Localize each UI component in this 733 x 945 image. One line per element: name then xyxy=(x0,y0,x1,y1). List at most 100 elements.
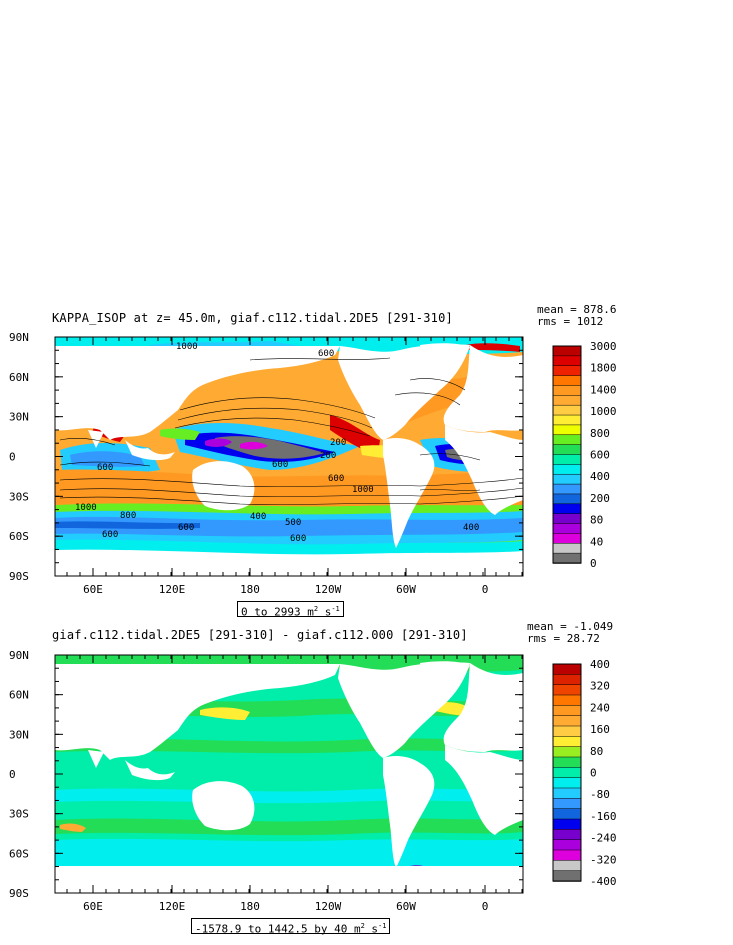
lat-label: 30S xyxy=(9,490,29,503)
colorbar-swatch xyxy=(552,464,582,475)
lon-label: 180 xyxy=(240,583,260,596)
colorbar-label: 320 xyxy=(590,680,610,693)
lat-label: 60N xyxy=(9,689,29,702)
colorbar-label: 400 xyxy=(590,658,610,671)
colorbar-label: 600 xyxy=(590,449,610,462)
lon-label: 180 xyxy=(240,900,260,913)
contour-label: 800 xyxy=(120,511,136,521)
lat-label: 90S xyxy=(9,887,29,900)
map-stats: mean = 878.6 rms = 1012 xyxy=(537,304,616,328)
colorbar-label: -400 xyxy=(590,875,617,888)
unit-tail: s xyxy=(364,922,379,936)
lat-label: 60S xyxy=(9,530,29,543)
map-fill xyxy=(55,655,523,893)
colorbar-swatch xyxy=(552,424,582,436)
colorbar-label: -160 xyxy=(590,810,617,823)
colorbar-swatch xyxy=(552,870,582,882)
colorbar-swatch xyxy=(552,395,582,406)
contour-label: 200 xyxy=(330,438,346,448)
colorbar-swatch xyxy=(552,715,582,727)
map-title: KAPPA_ISOP at z= 45.0m, giaf.c112.tidal.… xyxy=(52,311,453,325)
colorbar-swatch xyxy=(552,818,582,831)
lat-label: 30S xyxy=(9,808,29,821)
range-text: -1578.9 to 1442.5 by 40 m xyxy=(195,922,361,936)
colorbar-swatch xyxy=(552,674,582,686)
lat-label: 90S xyxy=(9,570,29,583)
colorbar-label: 1800 xyxy=(590,362,617,375)
lat-label: 60N xyxy=(9,371,29,384)
colorbar-label: 80 xyxy=(590,745,603,758)
lat-label: 30N xyxy=(9,728,29,741)
colorbar-label: 1000 xyxy=(590,405,617,418)
colorbar-swatch xyxy=(552,694,582,707)
land-mask xyxy=(55,661,523,868)
colorbar-swatch xyxy=(552,552,582,564)
lon-label: 120W xyxy=(315,583,342,596)
lat-label: 90N xyxy=(9,331,29,344)
contour-label: 600 xyxy=(97,463,113,473)
map-title: giaf.c112.tidal.2DE5 [291-310] - giaf.c1… xyxy=(52,628,468,642)
colorbar-label: -320 xyxy=(590,853,617,866)
lat-label: 0 xyxy=(9,768,16,781)
land-mask xyxy=(55,343,523,576)
colorbar-label: 80 xyxy=(590,514,603,527)
lon-label: 60W xyxy=(396,583,416,596)
contour-lines xyxy=(59,357,523,505)
colorbar-swatch xyxy=(552,849,582,862)
lon-label: 0 xyxy=(482,900,489,913)
range-text: 0 to 2993 m xyxy=(241,605,314,619)
lon-label: 120E xyxy=(159,583,186,596)
contour-label: 400 xyxy=(250,512,266,522)
colorbar-swatch xyxy=(552,736,582,748)
lat-label: 60S xyxy=(9,847,29,860)
contour-label: 200 xyxy=(320,451,336,461)
lat-label: 90N xyxy=(9,649,29,662)
colorbar-swatch xyxy=(552,725,582,738)
range-box: -1578.9 to 1442.5 by 40 m2 s-1 xyxy=(191,918,391,936)
colorbar-swatch xyxy=(552,756,582,769)
colorbar-label: 1400 xyxy=(590,383,617,396)
rms-value: rms = 28.72 xyxy=(527,632,600,645)
contour-label: 1000 xyxy=(176,342,198,352)
unit-power: -1 xyxy=(378,922,387,930)
colorbar-swatch xyxy=(552,808,582,820)
lat-label: 0 xyxy=(9,451,16,464)
colorbar-label: 3000 xyxy=(590,340,617,353)
colorbar-swatch xyxy=(552,434,582,446)
colorbar-swatch xyxy=(552,503,582,515)
colorbar-label: 160 xyxy=(590,723,610,736)
contour-label: 600 xyxy=(290,534,306,544)
colorbar-swatch xyxy=(552,767,582,779)
colorbar-swatch xyxy=(552,404,582,416)
colorbar-swatch xyxy=(552,385,582,397)
colorbar-swatch xyxy=(552,365,582,377)
contour-label: 600 xyxy=(328,474,344,484)
contour-label: 500 xyxy=(285,518,301,528)
mean-value: mean = 878.6 xyxy=(537,303,617,316)
colorbar-swatch xyxy=(552,444,582,456)
contour-label: 1000 xyxy=(352,485,374,495)
colorbar-label: 800 xyxy=(590,427,610,440)
contour-label: 1000 xyxy=(75,503,97,513)
contour-label: 600 xyxy=(102,530,118,540)
contour-label: 400 xyxy=(463,523,479,533)
range-box: 0 to 2993 m2 s-1 xyxy=(237,601,344,619)
contour-label: 600 xyxy=(272,460,288,470)
colorbar-swatch xyxy=(552,829,582,841)
colorbar-swatch xyxy=(552,663,582,676)
contour-label: 600 xyxy=(178,523,194,533)
lon-label: 120E xyxy=(159,900,186,913)
colorbar-swatch xyxy=(552,787,582,800)
unit-power: 2 xyxy=(360,922,365,930)
colorbar-label: 240 xyxy=(590,701,610,714)
map-frame xyxy=(54,336,524,577)
colorbar-label: -240 xyxy=(590,832,617,845)
colorbar-swatch xyxy=(552,345,582,357)
colorbar-label: 200 xyxy=(590,492,610,505)
lon-label: 0 xyxy=(482,583,489,596)
colorbar-label: 40 xyxy=(590,535,603,548)
colorbar-swatch xyxy=(552,454,582,466)
colorbar-label: 0 xyxy=(590,767,597,780)
lon-label: 60E xyxy=(83,900,103,913)
